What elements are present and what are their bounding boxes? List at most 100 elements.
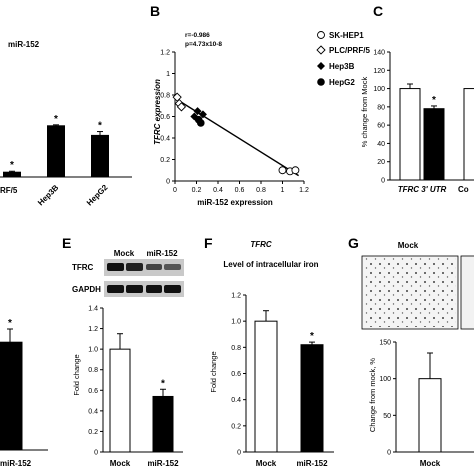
panel-a-xtick-0: RF/5 — [0, 186, 18, 195]
panel-g-ylabel: Change from mock, % — [368, 358, 377, 433]
legend-label-sk-hep1: SK-HEP1 — [329, 31, 364, 40]
panel-a-bar-0 — [3, 171, 21, 178]
panel-f-ytick-2: 0.4 — [231, 397, 241, 404]
panel-f-bar-0 — [254, 320, 278, 453]
panel-b-points — [172, 92, 300, 176]
panel-d: * miR-152 — [0, 318, 48, 468]
blot-band-gapdh-2 — [126, 285, 143, 293]
panel-b-point-3-1 — [197, 119, 205, 127]
panel-e-bar-1 — [152, 395, 174, 453]
panel-b-xtick-3: 0.6 — [235, 187, 245, 194]
panel-c-xtick-0: TFRC 3' UTR — [398, 185, 447, 194]
iron-stain-image-second — [460, 255, 474, 330]
panel-f: F TFRC Level of intracellular iron Fold … — [204, 235, 334, 468]
blot-band-tfrc-mock-1 — [107, 263, 124, 271]
panel-g-letter: G — [348, 235, 359, 251]
panel-e-sig-1: * — [161, 378, 165, 389]
panel-f-bar-1 — [300, 344, 324, 453]
panel-a-bars: * * * — [3, 114, 109, 178]
panel-b-ytick-3: 0.6 — [160, 114, 170, 121]
panel-c-ytick-6: 120 — [373, 68, 385, 75]
panel-f-ytick-0: 0 — [237, 450, 241, 457]
panel-c-ytick-1: 20 — [377, 159, 385, 166]
panel-b-point-0-2 — [291, 166, 300, 175]
panel-a-sig-2: * — [98, 121, 102, 132]
panel-a-xtick-1: Hep3B — [36, 183, 60, 207]
panel-g-xtick-0: Mock — [420, 459, 441, 468]
panel-a-sig-1: * — [54, 114, 58, 125]
panel-f-ytick-4: 0.8 — [231, 345, 241, 352]
panel-e-ytick-5: 1.0 — [88, 347, 98, 354]
panel-g-ytick-3: 150 — [379, 340, 391, 347]
panel-f-ytick-3: 0.6 — [231, 371, 241, 378]
blot-lane-mock: Mock — [114, 249, 135, 258]
panel-e-ytick-6: 1.2 — [88, 326, 98, 333]
panel-b-point-2-1 — [193, 107, 202, 116]
panel-a-title: miR-152 — [8, 40, 40, 49]
panel-d-bars: * — [0, 318, 23, 451]
panel-c-xtick-0-text: TFRC 3' UTR — [398, 185, 447, 194]
panel-g-ytick-2: 100 — [379, 376, 391, 383]
panel-f-title: TFRC — [250, 240, 272, 249]
panel-b-xtick-0: 0 — [173, 187, 177, 194]
panel-b-xtick-6: 1.2 — [299, 187, 309, 194]
panel-a-xtick-2: HepG2 — [85, 183, 110, 208]
panel-e-ytick-1: 0.2 — [88, 429, 98, 436]
legend-marker-plc — [316, 45, 326, 55]
panel-b-xlabel: miR-152 expression — [197, 198, 273, 207]
panel-c-ytick-7: 140 — [373, 50, 385, 57]
panel-c-ytick-4: 80 — [377, 104, 385, 111]
panel-b-ytick-1: 0.2 — [160, 157, 170, 164]
panel-c-letter: C — [373, 3, 383, 19]
panel-b-letter: B — [150, 3, 160, 19]
panel-e-bars: * — [109, 333, 174, 453]
panel-f-ytick-5: 1.0 — [231, 319, 241, 326]
panel-c-ytick-3: 60 — [377, 123, 385, 130]
panel-b: B r=-0.986 p=4.73x10-8 TFRC expression m… — [150, 3, 370, 207]
panel-b-ytick-5: 1 — [166, 71, 170, 78]
panel-b-ytick-6: 1.2 — [160, 50, 170, 57]
panel-b-xtick-2: 0.4 — [213, 187, 223, 194]
legend-label-hep3b: Hep3B — [329, 62, 355, 71]
panel-c-bar-1 — [423, 108, 445, 181]
blot-lane-mir152: miR-152 — [146, 249, 178, 258]
panel-g-bar-0 — [418, 378, 442, 453]
blot-row-gapdh: GAPDH — [72, 285, 101, 294]
panel-b-ytick-2: 0.4 — [160, 136, 170, 143]
blot-strip-tfrc — [104, 259, 184, 276]
panel-c-axes: 0 20 40 60 80 100 120 140 — [373, 50, 474, 185]
panel-c-xtick-1: Co — [458, 185, 469, 194]
panel-e-ylabel: Fold change — [72, 354, 81, 395]
blot-band-gapdh-3 — [146, 285, 162, 293]
panel-e-letter: E — [62, 235, 71, 251]
panel-c-bar-2 — [463, 88, 474, 181]
panel-b-xtick-4: 0.8 — [256, 187, 266, 194]
panel-f-xtick-0: Mock — [256, 459, 277, 468]
blot-row-tfrc: TFRC — [72, 263, 94, 272]
panel-b-point-2-2 — [198, 110, 207, 119]
legend-label-plc: PLC/PRF/5 — [329, 46, 370, 55]
panel-g-title: Mock — [398, 241, 419, 250]
panel-b-fit-line — [174, 97, 299, 177]
panel-e-ytick-3: 0.6 — [88, 388, 98, 395]
panel-b-ylabel: TFRC expression — [153, 79, 162, 145]
blot-band-tfrc-mir-1 — [146, 264, 162, 270]
legend-marker-sk-hep1 — [317, 31, 325, 39]
blot-band-gapdh-1 — [107, 285, 124, 293]
legend-label-hepg2: HepG2 — [329, 78, 355, 87]
panel-f-sig-1: * — [310, 331, 314, 342]
blot-band-gapdh-4 — [164, 285, 181, 293]
panel-a: miR-152 * * * RF/5 Hep3B HepG2 — [0, 40, 132, 208]
panel-f-xtick-1: miR-152 — [296, 459, 328, 468]
panel-b-stat-r: r=-0.986 — [185, 32, 210, 39]
panel-c: C % change from Mock 020406080100120140 … — [360, 3, 474, 194]
panel-f-axes: 0 0.2 0.4 0.6 0.8 1.0 1.2 — [231, 293, 334, 457]
panel-e-ytick-2: 0.4 — [88, 408, 98, 415]
panel-b-xtick-1: 0.2 — [192, 187, 202, 194]
panel-e-ytick-4: 0.8 — [88, 367, 98, 374]
panel-e-xtick-0: Mock — [110, 459, 131, 468]
panel-c-sig-1: * — [432, 95, 436, 106]
panel-e-ytick-7: 1.4 — [88, 306, 98, 313]
western-blot — [104, 259, 184, 297]
